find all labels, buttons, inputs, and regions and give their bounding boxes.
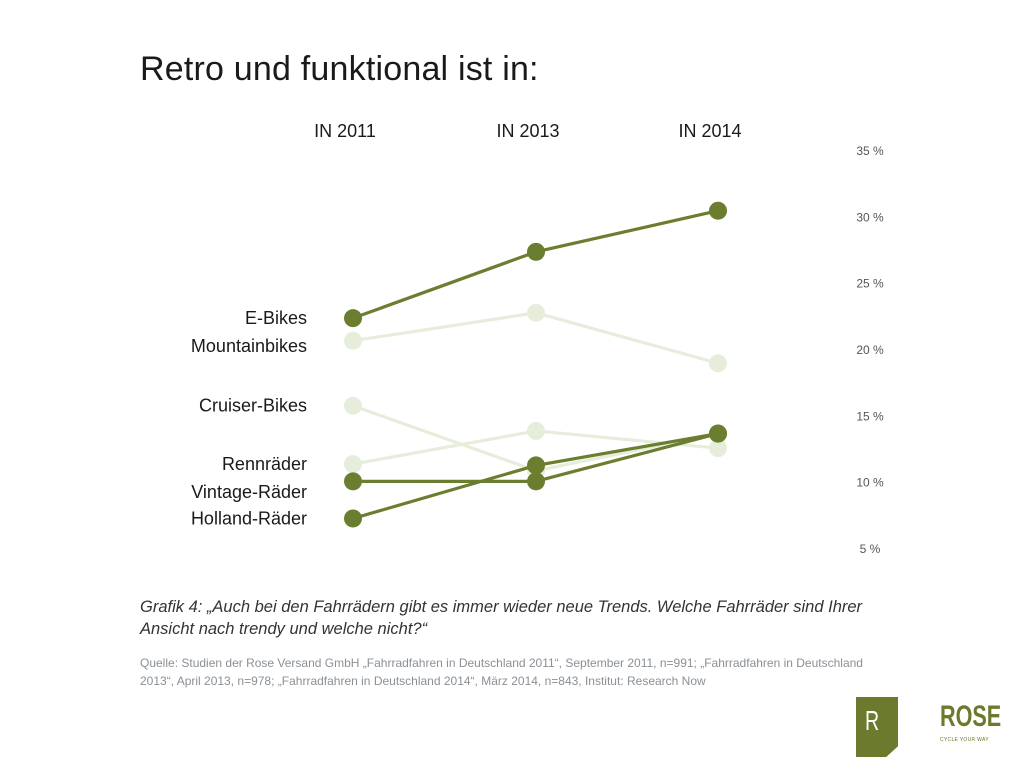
data-point-rennr-der [527,421,545,440]
x-axis-labels: IN 2011 IN 2013 IN 2014 [314,121,741,141]
y-axis-tick-labels: 35 % 30 % 25 % 20 % 15 % 10 % 5 % [856,144,884,556]
y-tick-label: 20 % [856,343,884,357]
series-label-e-bikes: E-Bikes [245,308,307,328]
series-line-e-bikes [351,209,720,320]
x-tick-label: IN 2011 [314,121,376,141]
data-point-holland-r-der [344,509,362,528]
highlight-series [344,201,727,528]
data-point-e-bikes [344,309,362,328]
data-point-e-bikes [709,201,727,220]
muted-series [344,303,727,480]
source-note: Quelle: Studien der Rose Versand GmbH „F… [140,656,863,688]
rose-wordmark: ROSE [940,700,1002,733]
data-point-mountainbikes [344,331,362,350]
logo-mark: R [865,705,880,736]
y-tick-label: 30 % [856,210,884,224]
data-point-mountainbikes [527,303,545,322]
rose-tagline: CYCLE YOUR WAY [940,737,989,743]
y-tick-label: 10 % [856,476,884,490]
y-tick-label: 25 % [856,277,884,291]
figure-caption: Grafik 4: „Auch bei den Fahrrädern gibt … [140,598,863,638]
x-tick-label: IN 2013 [496,121,559,141]
series-labels: E-Bikes Mountainbikes Cruiser-Bikes Rennräd… [191,308,307,528]
y-tick-label: 35 % [856,144,884,158]
x-tick-label: IN 2014 [678,121,741,141]
line-chart: IN 2011 IN 2013 IN 2014 35 % 30 % 25 % 20 % 15… [191,121,884,556]
data-point-holland-r-der [709,424,727,443]
data-point-mountainbikes [709,354,727,373]
y-tick-label: 5 % [860,542,881,556]
y-tick-label: 15 % [856,409,884,423]
data-point-rennr-der [344,455,362,474]
chart-title: Retro und funktional ist in: [140,50,539,88]
data-point-e-bikes [527,242,545,261]
series-label-vintage-r-der: Vintage-Räder [191,482,307,502]
rose-r-logo: R [856,697,898,757]
data-point-vintage-r-der [344,472,362,491]
data-point-cruiser-bikes [344,396,362,415]
series-label-holland-r-der: Holland-Räder [191,508,307,528]
series-label-mountainbikes: Mountainbikes [191,336,307,356]
series-label-cruiser-bikes: Cruiser-Bikes [199,396,307,416]
data-point-vintage-r-der [527,472,545,491]
data-point-rennr-der [709,439,727,458]
data-point-holland-r-der [527,456,545,475]
series-label-rennr-der: Rennräder [222,454,307,474]
